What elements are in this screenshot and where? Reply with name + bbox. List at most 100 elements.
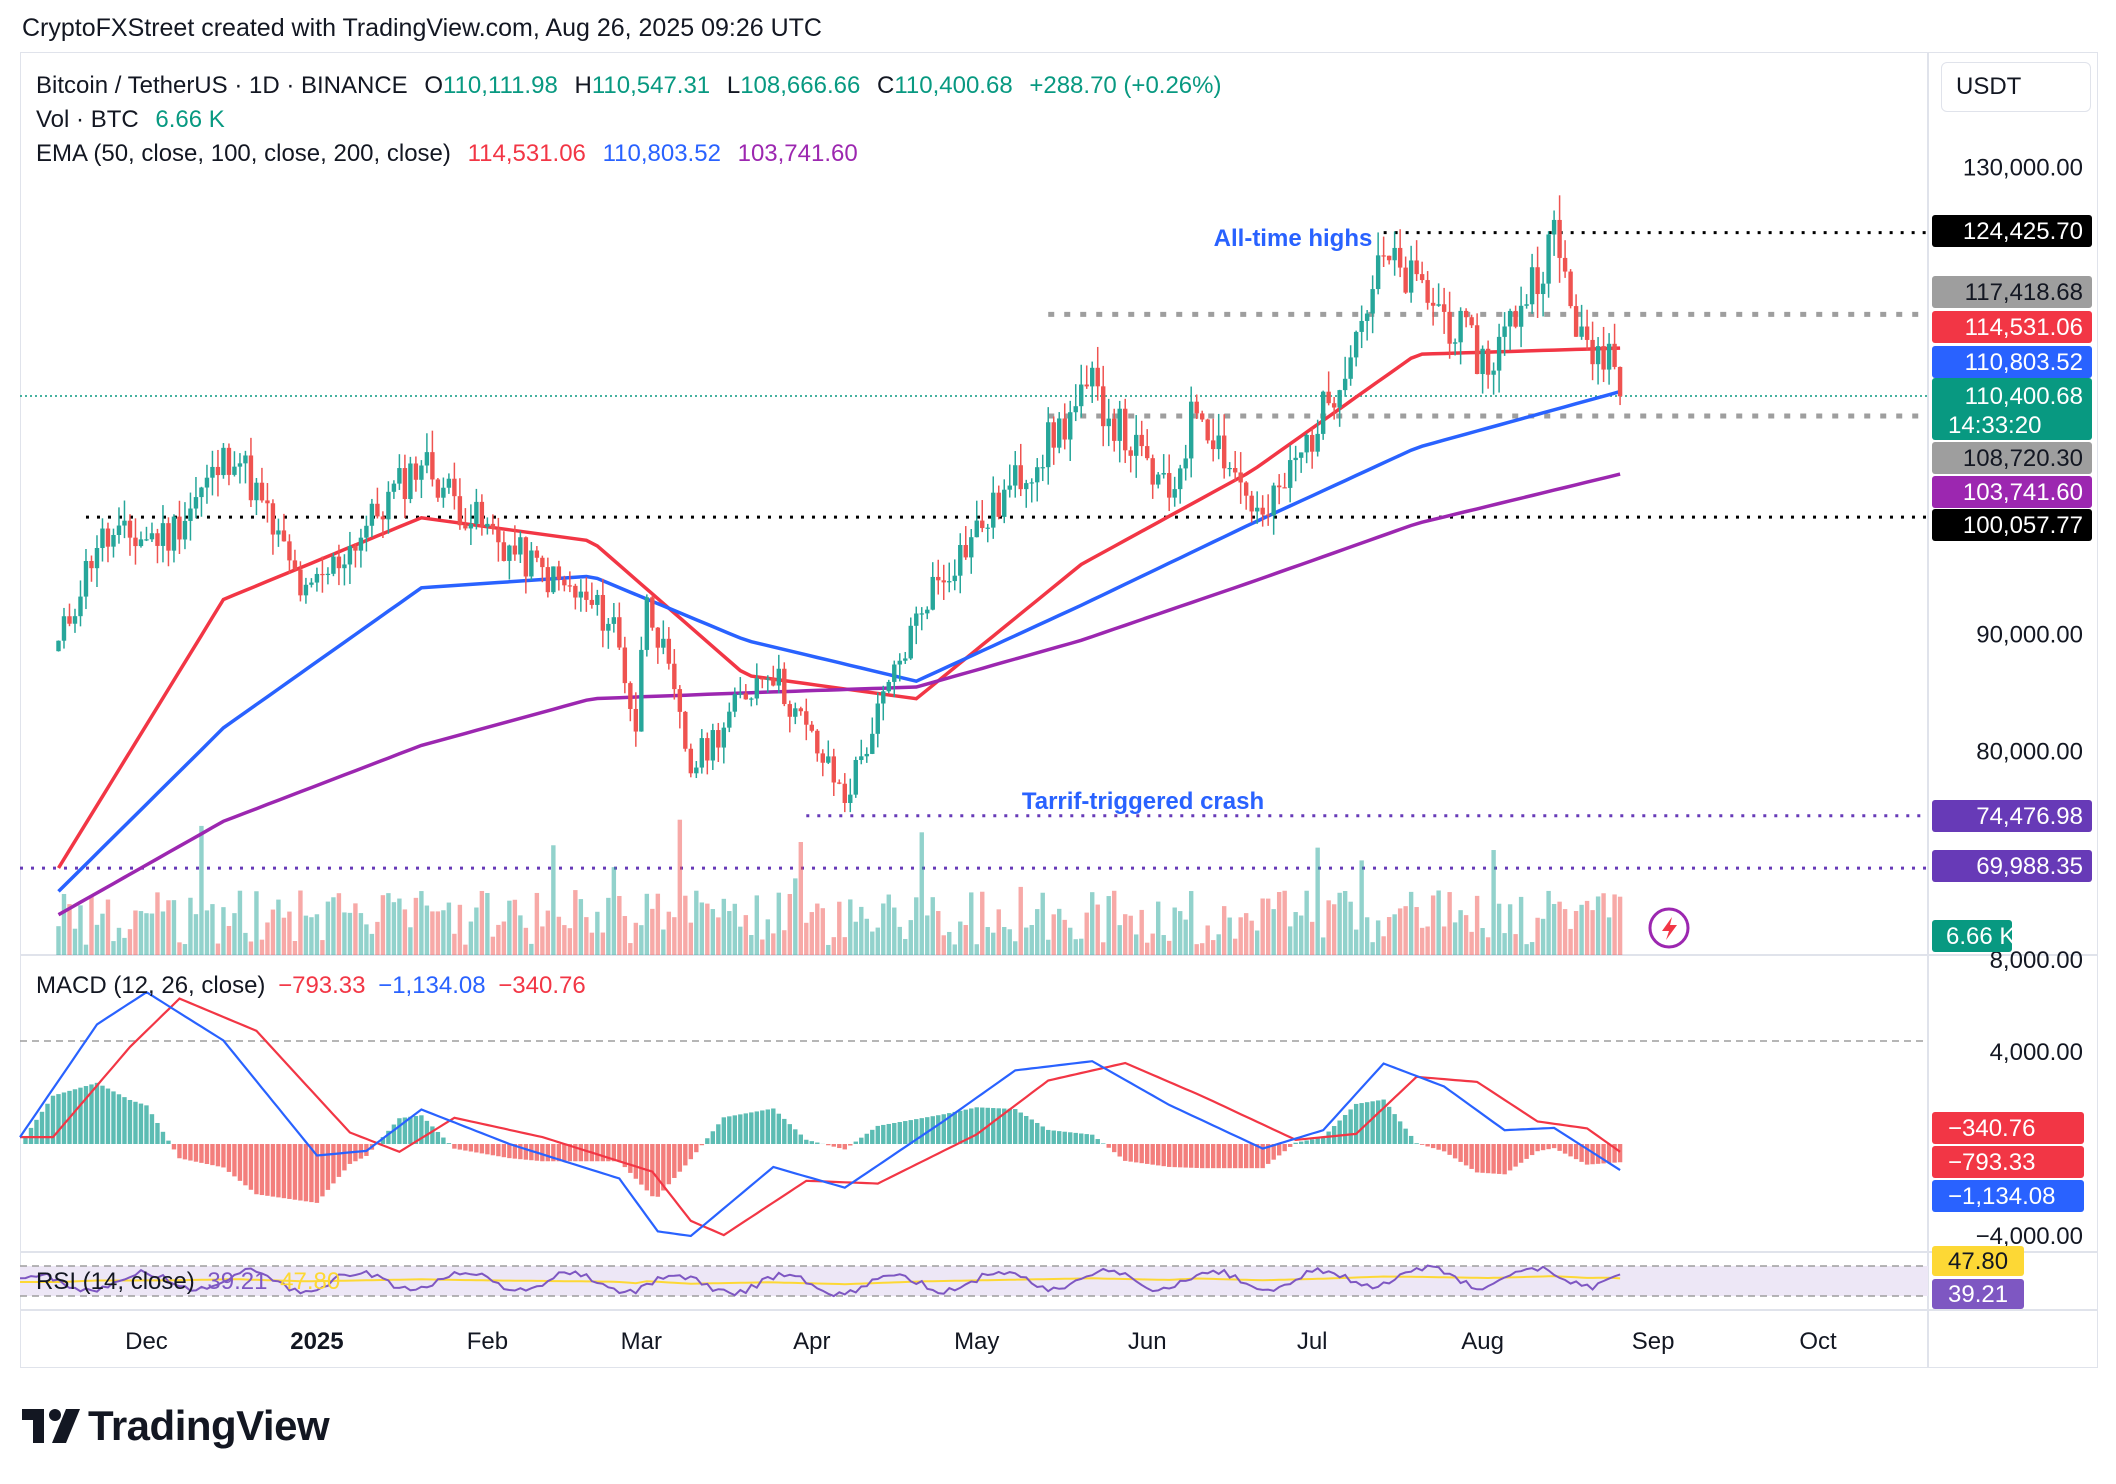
macd-histogram-bar bbox=[969, 1108, 974, 1144]
macd-histogram-bar bbox=[226, 1144, 232, 1172]
volume-bar bbox=[314, 914, 320, 955]
volume-bar bbox=[760, 939, 765, 955]
candle bbox=[105, 528, 111, 547]
volume-bar bbox=[930, 897, 935, 955]
price-label-text: 103,741.60 bbox=[1963, 479, 2083, 506]
volume-bar bbox=[155, 892, 160, 955]
volume-bar bbox=[837, 901, 842, 955]
macd-histogram-bar bbox=[903, 1121, 908, 1144]
candle bbox=[276, 530, 281, 535]
volume-bar bbox=[1606, 917, 1612, 955]
macd-histogram-bar bbox=[1320, 1137, 1326, 1144]
macd-label-badge bbox=[1932, 1180, 2084, 1212]
volume-bar bbox=[820, 908, 825, 955]
volume-bar bbox=[936, 911, 941, 955]
legend-ema-row[interactable]: EMA (50, close, 100, close, 200, close) … bbox=[36, 140, 868, 168]
volume-bar bbox=[1265, 898, 1271, 955]
macd-histogram-bar bbox=[886, 1123, 891, 1144]
macd-histogram-bar bbox=[1128, 1144, 1133, 1162]
volume-bar bbox=[149, 913, 155, 955]
candle bbox=[1232, 468, 1238, 473]
volume-bar bbox=[281, 917, 287, 955]
candle bbox=[1095, 367, 1100, 387]
candle bbox=[518, 537, 523, 555]
volume-bar bbox=[952, 944, 957, 955]
rsi-label-text: 39.21 bbox=[1948, 1281, 2008, 1308]
volume-bar bbox=[1199, 943, 1205, 955]
candle bbox=[457, 496, 463, 526]
volume-bar bbox=[193, 914, 199, 955]
symbol-label[interactable]: Bitcoin / TetherUS · 1D · BINANCE bbox=[36, 72, 408, 99]
candle bbox=[358, 537, 364, 551]
volume-bar bbox=[1073, 939, 1078, 955]
candle bbox=[226, 447, 232, 475]
candle bbox=[1579, 326, 1584, 337]
macd-histogram-bar bbox=[716, 1124, 721, 1144]
macd-histogram-bar bbox=[562, 1144, 567, 1162]
volume-bar bbox=[435, 911, 441, 955]
candle bbox=[1145, 446, 1150, 459]
candle bbox=[408, 463, 413, 500]
volume-bar bbox=[468, 921, 474, 955]
rsi-line bbox=[19, 1264, 1621, 1298]
macd-histogram-bar bbox=[1381, 1099, 1386, 1144]
macd-histogram-bar bbox=[936, 1115, 941, 1144]
candle bbox=[1276, 485, 1282, 488]
volume-bar bbox=[1463, 915, 1469, 955]
macd-histogram-bar bbox=[89, 1084, 94, 1144]
macd-histogram-bar bbox=[782, 1118, 787, 1144]
candle bbox=[1337, 390, 1342, 408]
volume-bar bbox=[584, 917, 589, 955]
candle bbox=[1013, 465, 1018, 486]
volume-bar bbox=[259, 939, 265, 955]
candle bbox=[892, 664, 897, 682]
volume-bar bbox=[56, 926, 61, 955]
candle bbox=[1249, 495, 1254, 512]
macd-histogram-bar bbox=[765, 1109, 771, 1144]
countdown-text: 14:33:20 bbox=[1948, 412, 2041, 439]
macd-histogram-bar bbox=[677, 1144, 683, 1172]
macd-histogram-bar bbox=[1051, 1130, 1056, 1144]
candle bbox=[1425, 280, 1430, 303]
macd-histogram-bar bbox=[243, 1144, 248, 1186]
macd-histogram-bar bbox=[540, 1144, 545, 1162]
volume-bar bbox=[875, 927, 880, 955]
chart-frame[interactable] bbox=[20, 52, 2098, 1368]
candle bbox=[1101, 386, 1106, 427]
candle bbox=[1084, 384, 1089, 387]
volume-bar bbox=[842, 937, 847, 955]
volume-bar bbox=[1238, 917, 1243, 955]
candle bbox=[622, 647, 628, 684]
volume-bar bbox=[1057, 908, 1062, 955]
macd-histogram-bar bbox=[1260, 1144, 1265, 1169]
candle bbox=[1282, 487, 1287, 489]
macd-histogram-bar bbox=[1145, 1144, 1150, 1164]
candle bbox=[336, 556, 342, 569]
candle bbox=[897, 660, 902, 665]
volume-bar bbox=[1145, 942, 1150, 955]
volume-bar bbox=[1436, 890, 1441, 955]
macd-histogram-bar bbox=[611, 1144, 617, 1162]
macd-histogram-bar bbox=[749, 1112, 754, 1144]
candle bbox=[424, 452, 430, 466]
volume-bar bbox=[688, 922, 694, 955]
candle bbox=[556, 566, 562, 580]
volume-bar bbox=[270, 909, 276, 955]
candle bbox=[870, 733, 875, 754]
candle bbox=[507, 545, 512, 561]
volume-bar bbox=[496, 924, 501, 955]
currency-selector[interactable]: USDT bbox=[1941, 62, 2091, 112]
legend-volume-row[interactable]: Vol · BTC 6.66 K bbox=[36, 106, 235, 134]
rsi-legend[interactable]: RSI (14, close) 39.21 47.80 bbox=[36, 1268, 340, 1296]
candle bbox=[320, 573, 325, 576]
candle bbox=[919, 613, 924, 615]
flash-icon[interactable] bbox=[1648, 907, 1690, 949]
price-label-badge bbox=[1932, 850, 2092, 882]
macd-legend[interactable]: MACD (12, 26, close) −793.33 −1,134.08 −… bbox=[36, 972, 586, 1000]
macd-histogram-bar bbox=[996, 1108, 1001, 1144]
candle bbox=[1315, 433, 1320, 452]
candle bbox=[1601, 346, 1606, 370]
rsi-label-badge bbox=[1932, 1246, 2024, 1276]
tradingview-logo[interactable]: TradingView bbox=[22, 1402, 330, 1450]
